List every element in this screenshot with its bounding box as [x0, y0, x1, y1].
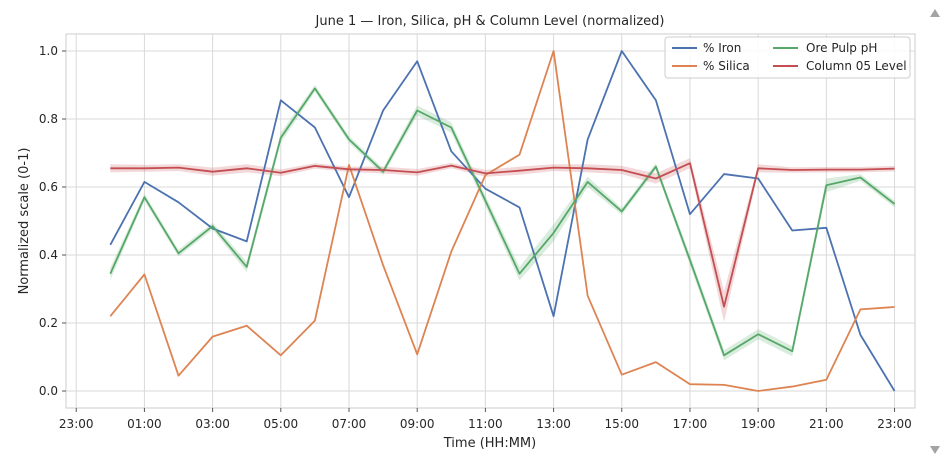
series-line-iron — [109, 50, 896, 392]
legend-entry: % Silica — [672, 59, 750, 73]
x-tick-label: 13:00 — [536, 417, 571, 431]
legend-entry: Column 05 Level — [773, 59, 907, 73]
grid — [66, 34, 915, 408]
chart-title: June 1 — Iron, Silica, pH & Column Level… — [315, 14, 665, 29]
series-lines — [109, 50, 896, 392]
x-tick-label: 07:00 — [332, 417, 367, 431]
x-tick-label: 23:00 — [59, 417, 94, 431]
legend: % Iron % Silica Ore Pulp pH Column 05 Le… — [664, 36, 911, 79]
legend-box — [664, 36, 911, 79]
y-tick-label: 0.6 — [39, 180, 58, 194]
y-axis-label: Normalized scale (0-1) — [17, 148, 32, 295]
y-tick-label: 0.8 — [39, 112, 58, 126]
x-tick-label: 21:00 — [809, 417, 844, 431]
legend-label: % Iron — [703, 41, 741, 55]
triangle-down-icon[interactable] — [929, 445, 941, 455]
series-line-ore-pulp-ph — [109, 87, 896, 357]
x-axis: 23:00 01:00 03:00 05:00 07:00 09:00 11:00 13:00… — [59, 408, 912, 431]
legend-label: Ore Pulp pH — [806, 41, 877, 55]
legend-label: Column 05 Level — [806, 59, 907, 73]
y-axis: 0.0 0.2 0.4 0.6 0.8 1.0 — [39, 44, 66, 398]
y-tick-label: 0.4 — [39, 248, 58, 262]
x-tick-label: 17:00 — [673, 417, 708, 431]
y-tick-label: 1.0 — [39, 44, 58, 58]
series-line-silica — [109, 50, 895, 392]
legend-entry: Ore Pulp pH — [773, 41, 877, 55]
x-tick-label: 01:00 — [127, 417, 162, 431]
legend-entry: % Iron — [672, 41, 741, 55]
x-tick-label: 05:00 — [264, 417, 299, 431]
legend-label: % Silica — [703, 59, 750, 73]
y-tick-label: 0.0 — [39, 384, 58, 398]
x-tick-label: 03:00 — [195, 417, 230, 431]
x-tick-label: 19:00 — [741, 417, 776, 431]
x-tick-label: 09:00 — [400, 417, 435, 431]
plot-area — [65, 33, 916, 409]
x-axis-label: Time (HH:MM) — [443, 436, 536, 451]
x-tick-label: 15:00 — [604, 417, 639, 431]
triangle-up-icon[interactable] — [929, 8, 941, 18]
series-line-column-05-level — [110, 162, 895, 308]
x-tick-label: 11:00 — [468, 417, 503, 431]
vertical-scrollbar[interactable] — [926, 0, 944, 465]
y-tick-label: 0.2 — [39, 316, 58, 330]
x-tick-label: 23:00 — [877, 417, 912, 431]
